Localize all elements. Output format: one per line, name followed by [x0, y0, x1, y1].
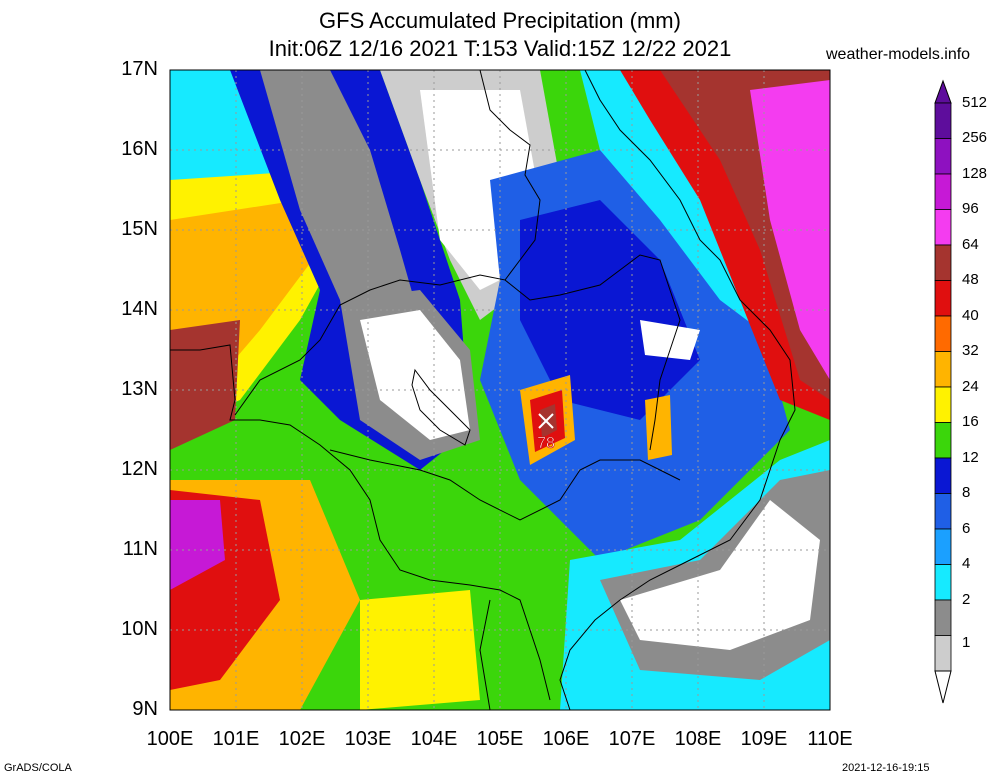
colorbar-swatch: [934, 280, 952, 317]
colorbar-swatch: [934, 528, 952, 565]
graticule: [170, 70, 830, 710]
colorbar-bottom-arrow: [934, 670, 952, 704]
legend-label: 48: [962, 271, 979, 288]
colorbar-swatch: [934, 209, 952, 246]
colorbar-swatch: [934, 102, 952, 139]
colorbar-swatch: [934, 138, 952, 175]
colorbar-top-arrow: [934, 79, 952, 104]
lat-label: 13N: [121, 378, 158, 400]
lon-label: 109E: [740, 728, 788, 750]
legend-label: 6: [962, 519, 971, 537]
lon-label: 103E: [344, 728, 392, 750]
lon-label: 102E: [278, 728, 326, 750]
lat-label: 12N: [121, 458, 158, 480]
lon-label: 105E: [476, 728, 524, 750]
footer-timestamp: 2021-12-16-19:15: [842, 762, 930, 774]
lon-label: 100E: [146, 728, 194, 750]
lon-label: 106E: [542, 728, 590, 750]
footer-credit: GrADS/COLA: [4, 762, 72, 774]
legend-label: 32: [962, 342, 979, 359]
lon-label: 108E: [674, 728, 722, 750]
lon-label: 104E: [410, 728, 458, 750]
lon-label: 107E: [608, 728, 656, 750]
legend-label: 1: [962, 634, 971, 651]
legend-label: 2: [962, 590, 971, 608]
legend-label: 4: [962, 555, 971, 572]
colorbar: [934, 79, 952, 704]
max-value-label: 78: [537, 435, 555, 452]
lat-label: 9N: [132, 698, 158, 720]
colorbar-swatch: [934, 244, 952, 281]
lat-label: 16N: [121, 138, 158, 160]
borders: [170, 70, 796, 710]
colorbar-swatch: [934, 635, 952, 672]
precip-field: [170, 70, 830, 710]
legend-label: 12: [962, 448, 979, 466]
max-marker: 78: [537, 413, 555, 452]
lat-label: 17N: [121, 58, 158, 80]
colorbar-swatch: [934, 422, 952, 459]
colorbar-swatch: [934, 386, 952, 423]
legend-label: 256: [962, 129, 988, 146]
lat-label: 14N: [121, 298, 158, 320]
map-subtitle: Init:06Z 12/16 2021 T:153 Valid:15Z 12/2…: [268, 36, 732, 61]
map-frame: [169, 69, 831, 711]
legend-label: 40: [962, 306, 979, 324]
legend-label: 24: [962, 377, 979, 395]
colorbar-swatch: [934, 173, 952, 210]
colorbar-swatch: [934, 315, 952, 352]
colorbar-swatch: [934, 351, 952, 388]
legend-label: 512: [962, 93, 988, 111]
site-watermark: weather-models.info: [826, 46, 971, 63]
colorbar-swatch: [934, 457, 952, 494]
legend-label: 96: [962, 200, 979, 217]
lon-label: 110E: [807, 728, 853, 750]
legend-label: 8: [962, 484, 971, 501]
colorbar-swatch: [934, 564, 952, 601]
map-title: GFS Accumulated Precipitation (mm): [319, 8, 681, 33]
lon-label: 101E: [212, 728, 260, 750]
legend-label: 128: [962, 164, 988, 182]
legend-label: 16: [962, 413, 979, 430]
colorbar-swatch: [934, 599, 952, 636]
colorbar-swatch: [934, 493, 952, 530]
lat-label: 11N: [122, 538, 158, 560]
lat-label: 10N: [121, 618, 158, 640]
lat-label: 15N: [121, 218, 158, 240]
legend-label: 64: [962, 235, 979, 253]
